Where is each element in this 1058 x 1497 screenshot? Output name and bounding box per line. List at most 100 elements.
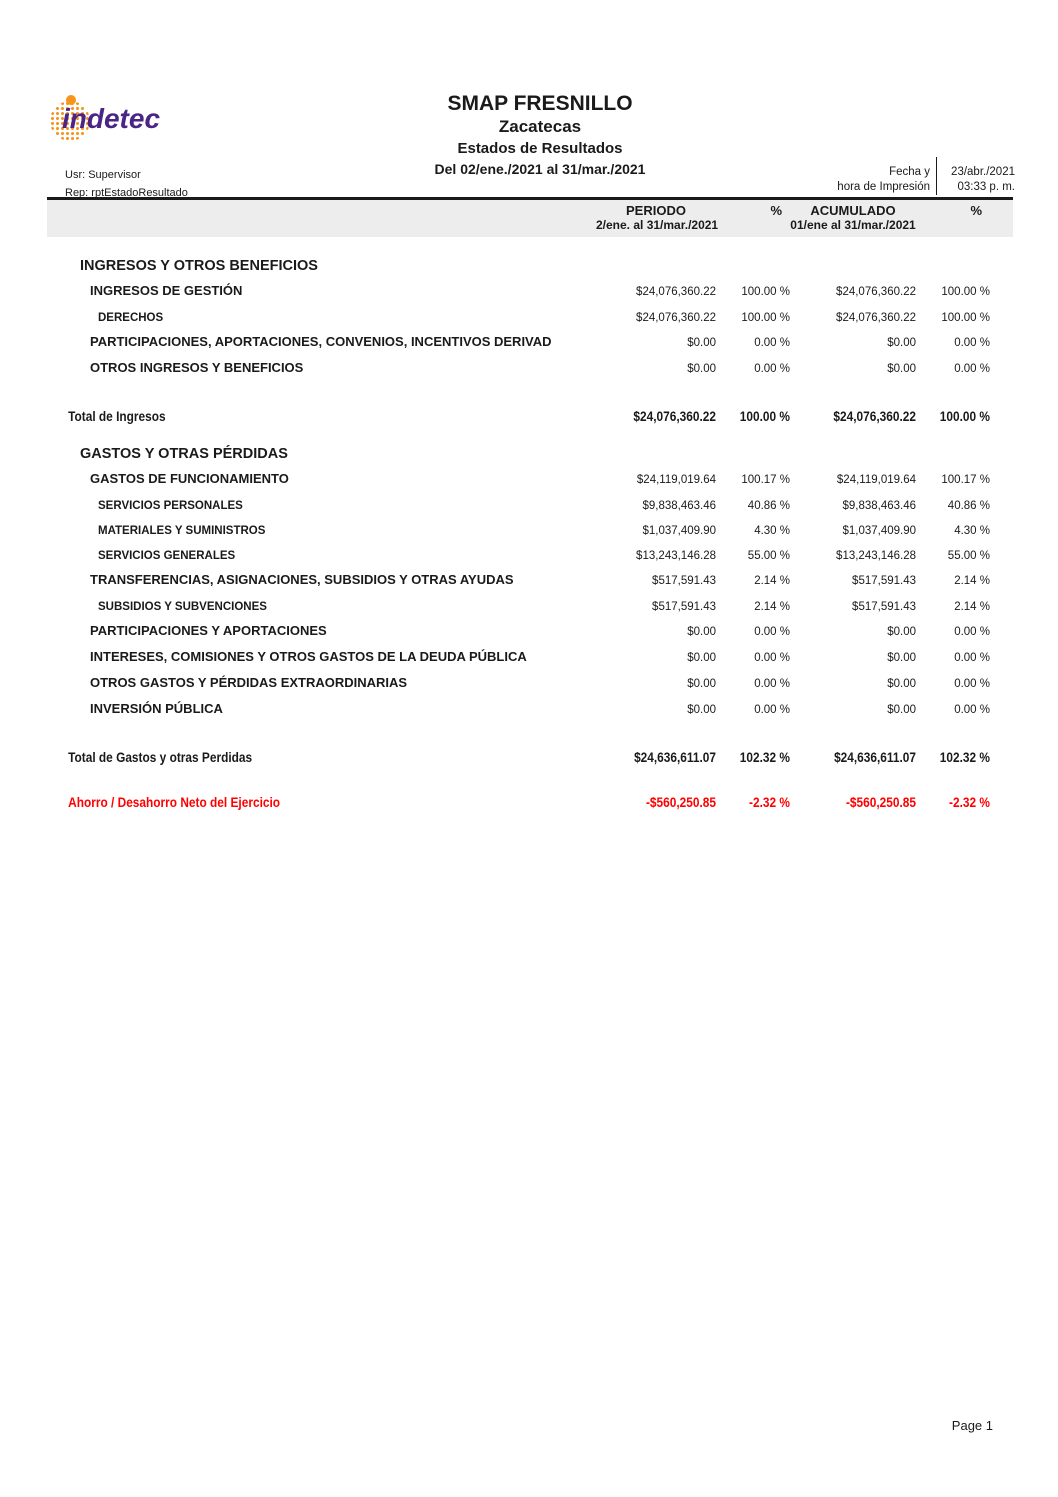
row-period-percent: 100.00 % (741, 286, 790, 298)
row-accumulated-percent: 2.14 % (954, 575, 990, 587)
row-accumulated-percent: 100.00 % (941, 312, 990, 324)
row-period-amount: $9,838,463.46 (642, 500, 716, 512)
row-label: Total de Gastos y otras Perdidas (68, 750, 253, 765)
report-row: SERVICIOS GENERALES $13,243,146.28 55.00… (47, 549, 1013, 564)
state-name: Zacatecas (498, 117, 582, 136)
row-label: OTROS INGRESOS Y BENEFICIOS (90, 360, 304, 375)
row-label: GASTOS DE FUNCIONAMIENTO (90, 471, 289, 486)
row-label: SUBSIDIOS Y SUBVENCIONES (98, 601, 267, 613)
report-period: Del 02/ene./2021 al 31/mar./2021 (434, 161, 646, 177)
print-label-line2: hora de Impresión (837, 181, 930, 193)
row-period-amount: $0.00 (687, 337, 716, 349)
print-time: 03:33 p. m. (957, 181, 1015, 193)
report-row: OTROS GASTOS Y PÉRDIDAS EXTRAORDINARIAS … (47, 674, 1013, 693)
report-row: GASTOS Y OTRAS PÉRDIDAS (47, 445, 1013, 463)
report-row: GASTOS DE FUNCIONAMIENTO $24,119,019.64 … (47, 470, 1013, 489)
report-row: Total de Ingresos $24,076,360.22 100.00 … (47, 408, 1013, 425)
row-accumulated-amount: $0.00 (887, 652, 916, 664)
row-period-percent: 100.17 % (741, 474, 790, 486)
row-accumulated-amount: $24,076,360.22 (836, 286, 916, 298)
report-row: OTROS INGRESOS Y BENEFICIOS $0.00 0.00 %… (47, 359, 1013, 378)
row-label: INTERESES, COMISIONES Y OTROS GASTOS DE … (90, 649, 527, 664)
row-label: PARTICIPACIONES, APORTACIONES, CONVENIOS… (90, 334, 552, 349)
report-row: DERECHOS $24,076,360.22 100.00 % $24,076… (47, 311, 1013, 326)
row-accumulated-percent: 55.00 % (947, 550, 990, 562)
row-accumulated-amount: $517,591.43 (852, 601, 916, 613)
report-rows: INGRESOS Y OTROS BENEFICIOS INGRESOS DE … (47, 237, 1013, 811)
row-label: MATERIALES Y SUMINISTROS (98, 525, 266, 537)
row-period-percent: 4.30 % (754, 525, 790, 537)
logo-orange-dot-icon (66, 95, 76, 105)
row-accumulated-amount: $0.00 (887, 678, 916, 690)
row-period-percent: 102.32 % (739, 750, 790, 765)
row-period-amount: $24,119,019.64 (636, 474, 716, 486)
print-info-values: 23/abr./2021 03:33 p. m. (937, 165, 1015, 195)
row-period-amount: $0.00 (687, 652, 716, 664)
report-row: Total de Gastos y otras Perdidas $24,636… (47, 749, 1013, 766)
row-period-amount: $0.00 (687, 626, 716, 638)
row-period-amount: $517,591.43 (652, 601, 716, 613)
row-accumulated-amount: $13,243,146.28 (836, 550, 916, 562)
row-accumulated-amount: $1,037,409.90 (842, 525, 916, 537)
row-period-amount: $24,076,360.22 (636, 312, 716, 324)
report-row: TRANSFERENCIAS, ASIGNACIONES, SUBSIDIOS … (47, 571, 1013, 590)
print-info-divider (936, 157, 937, 195)
print-info: Fecha y hora de Impresión 23/abr./2021 0… (837, 157, 1015, 195)
row-label: SERVICIOS GENERALES (98, 550, 236, 562)
report-row: SUBSIDIOS Y SUBVENCIONES $517,591.43 2.1… (47, 600, 1013, 615)
report-title: Estados de Resultados (457, 140, 623, 157)
row-label: DERECHOS (98, 312, 164, 324)
row-period-amount: $13,243,146.28 (636, 550, 716, 562)
row-accumulated-percent: 0.00 % (954, 652, 990, 664)
row-accumulated-amount: $9,838,463.46 (842, 500, 916, 512)
print-info-labels: Fecha y hora de Impresión (837, 165, 936, 195)
row-accumulated-percent: -2.32 % (949, 795, 990, 810)
indetec-logo: indetec (50, 95, 210, 145)
row-label: INVERSIÓN PÚBLICA (90, 701, 223, 716)
row-accumulated-percent: 100.17 % (941, 474, 990, 486)
title-block: SMAP FRESNILLO Zacatecas Estados de Resu… (22, 92, 1058, 179)
row-accumulated-amount: $24,636,611.07 (834, 750, 916, 765)
row-accumulated-amount: $0.00 (887, 704, 916, 716)
row-accumulated-amount: $0.00 (887, 337, 916, 349)
row-period-amount: $0.00 (687, 704, 716, 716)
row-label: Ahorro / Desahorro Neto del Ejercicio (68, 795, 281, 810)
company-name: SMAP FRESNILLO (447, 92, 633, 115)
row-period-percent: 2.14 % (754, 575, 790, 587)
row-period-percent: 100.00 % (741, 312, 790, 324)
row-period-amount: $0.00 (687, 363, 716, 375)
row-label: TRANSFERENCIAS, ASIGNACIONES, SUBSIDIOS … (90, 572, 514, 587)
column-accumulated-sub: 01/ene al 31/mar./2021 (790, 218, 916, 232)
row-label: PARTICIPACIONES Y APORTACIONES (90, 623, 327, 638)
row-label: OTROS GASTOS Y PÉRDIDAS EXTRAORDINARIAS (90, 675, 408, 690)
row-accumulated-amount: $24,076,360.22 (833, 409, 916, 424)
row-accumulated-amount: $0.00 (887, 363, 916, 375)
row-accumulated-percent: 0.00 % (954, 363, 990, 375)
report-row: PARTICIPACIONES, APORTACIONES, CONVENIOS… (47, 333, 1013, 352)
row-label: SERVICIOS PERSONALES (98, 500, 243, 512)
report-row: MATERIALES Y SUMINISTROS $1,037,409.90 4… (47, 524, 1013, 539)
row-accumulated-percent: 102.32 % (939, 750, 990, 765)
row-period-percent: 0.00 % (754, 704, 790, 716)
row-period-percent: 100.00 % (739, 409, 790, 424)
report-row: Ahorro / Desahorro Neto del Ejercicio -$… (47, 794, 1013, 811)
row-accumulated-percent: 2.14 % (954, 601, 990, 613)
column-period-title: PERIODO (626, 203, 686, 218)
row-period-percent: 0.00 % (754, 337, 790, 349)
column-period: PERIODO 2/ene. al 31/mar./2021 (596, 203, 718, 233)
report-row: INGRESOS Y OTROS BENEFICIOS (47, 257, 1013, 275)
row-label: INGRESOS DE GESTIÓN (90, 283, 243, 298)
report-row: PARTICIPACIONES Y APORTACIONES $0.00 0.0… (47, 622, 1013, 641)
print-date: 23/abr./2021 (951, 166, 1015, 178)
logo-text: indetec (62, 103, 161, 134)
row-period-percent: 40.86 % (747, 500, 790, 512)
row-period-amount: $1,037,409.90 (642, 525, 716, 537)
report-row: INTERESES, COMISIONES Y OTROS GASTOS DE … (47, 648, 1013, 667)
report-row: INGRESOS DE GESTIÓN $24,076,360.22 100.0… (47, 282, 1013, 301)
header-rule (47, 197, 1013, 200)
row-period-percent: -2.32 % (749, 795, 790, 810)
row-accumulated-amount: $24,076,360.22 (836, 312, 916, 324)
row-accumulated-percent: 0.00 % (954, 678, 990, 690)
report-id-label: Rep: rptEstadoResultado (65, 187, 188, 199)
row-label: Total de Ingresos (68, 409, 166, 424)
